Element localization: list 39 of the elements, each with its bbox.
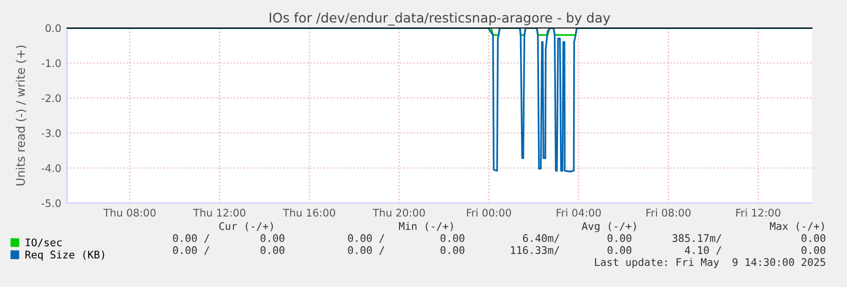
text: Last update: Fri May 9 14:30:00 2025 xyxy=(595,258,826,268)
text: 0.00 xyxy=(608,246,632,254)
text: 0.00 / xyxy=(348,246,384,255)
text: Min (-/+) xyxy=(398,222,453,232)
x-tick-label: Thu 12:00 xyxy=(193,208,246,217)
text: 0.00 xyxy=(608,234,632,242)
chart-title: IOs for /dev/endur_data/resticsnap-aragore - by day xyxy=(270,12,610,26)
text: 0.00 / xyxy=(348,234,384,243)
text: 0.00 xyxy=(440,246,464,254)
text: Cur (-/+) xyxy=(219,222,273,232)
x-tick-label: Thu 16:00 xyxy=(282,208,336,217)
text: Max (-/+) xyxy=(770,222,824,232)
text: 0.00 xyxy=(440,234,464,242)
text: 4.10 / xyxy=(684,246,722,255)
text: 116.33m/ xyxy=(511,246,560,255)
y-axis-title: Units read (-) / write (+) xyxy=(16,46,26,186)
text: 0.00 xyxy=(802,246,826,254)
x-tick-label: Fri 00:00 xyxy=(467,208,512,217)
text: 6.40m/ xyxy=(523,234,560,243)
y-tick-label: -5.0 xyxy=(42,199,61,208)
text: 0.00 / xyxy=(173,246,210,255)
legend-label: IO/sec xyxy=(26,238,62,248)
y-tick-label: -1.0 xyxy=(42,59,61,68)
x-tick-label: Fri 08:00 xyxy=(646,208,691,217)
text: 0.00 / xyxy=(173,234,210,243)
text: 0.00 xyxy=(260,234,284,242)
x-tick-label: Thu 20:00 xyxy=(372,208,425,217)
x-tick-label: Fri 12:00 xyxy=(736,208,780,217)
text: Avg (-/+) xyxy=(582,222,636,232)
x-tick-label: Thu 08:00 xyxy=(103,208,156,217)
x-tick-label: Fri 04:00 xyxy=(556,208,601,217)
text: 0.00 xyxy=(260,246,284,254)
y-tick-label: -2.0 xyxy=(42,94,61,102)
y-tick-label: -4.0 xyxy=(42,164,61,172)
y-tick-label: 0.0 xyxy=(46,24,61,32)
y-tick-label: -3.0 xyxy=(42,129,61,138)
legend-label: Req Size (KB) xyxy=(25,250,104,261)
text: 0.00 xyxy=(802,234,826,242)
text: 385.17m/ xyxy=(672,234,722,243)
